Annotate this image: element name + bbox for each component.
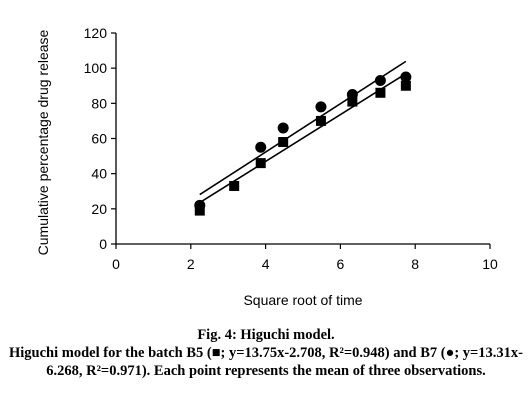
x-tick-label: 2 [187,256,195,272]
data-point-square [375,87,386,98]
data-point-circle [277,122,289,134]
y-tick-label: 20 [91,201,107,217]
y-tick-label: 40 [91,166,107,182]
data-point-circle [315,101,327,113]
data-point-circle [255,141,267,153]
data-point-square [347,96,358,107]
y-axis-title: Cumulative percentage drug release [35,29,51,255]
y-tick-label: 60 [91,131,107,147]
data-point-square [400,80,411,91]
data-point-circle [346,89,358,101]
data-points [194,71,412,216]
data-point-square [229,180,240,191]
x-tick-label: 0 [112,256,120,272]
x-ticks: 0 2 4 6 8 10 [112,244,498,272]
x-tick-label: 10 [482,256,498,272]
x-tick-label: 8 [411,256,419,272]
data-point-circle [400,71,412,83]
chart-svg: 0 2 4 6 8 10 0 20 40 60 80 100 120 Square root of t… [35,25,498,308]
data-point-circle [374,74,386,86]
y-tick-label: 80 [91,95,107,111]
data-point-circle [194,199,206,211]
chart: 0 2 4 6 8 10 0 20 40 60 80 100 120 Square root of t… [35,25,498,308]
y-ticks: 0 20 40 60 80 100 120 [84,25,116,252]
data-point-square [278,137,289,148]
caption-title: Fig. 4: Higuchi model. [197,327,335,343]
x-tick-label: 6 [337,256,345,272]
y-tick-label: 0 [99,236,107,252]
y-tick-label: 120 [84,25,108,41]
trendline-series-1 [199,60,407,196]
x-axis-title: Square root of time [243,292,362,308]
caption-text: Higuchi model for the batch B5 (■; y=13.… [9,345,523,379]
data-point-square [255,158,266,169]
x-tick-label: 4 [262,256,270,272]
data-point-square [315,115,326,126]
figure-caption: Fig. 4: Higuchi model. Higuchi model for… [0,326,532,380]
y-tick-label: 100 [84,60,108,76]
